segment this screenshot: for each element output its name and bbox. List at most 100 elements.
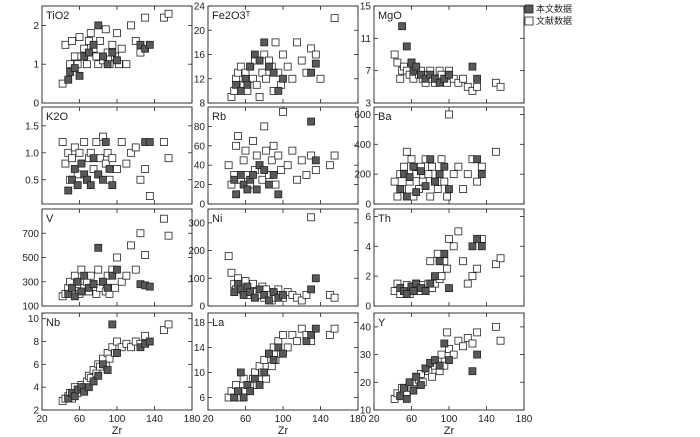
point-this-study	[402, 290, 411, 298]
x-tick-label: 180	[184, 414, 201, 425]
point-literature	[279, 331, 287, 339]
point-literature	[141, 13, 150, 22]
point-literature	[283, 343, 292, 352]
point-this-study	[440, 74, 449, 83]
panel-label: Rb	[212, 111, 226, 123]
panel-fe2o3: Fe2O3ᵀ 8 12 16 20 24	[194, 2, 359, 110]
point-this-study	[64, 186, 73, 195]
panel-label: Th	[378, 213, 391, 225]
y-tick-label: 40	[360, 322, 372, 333]
point-this-study	[440, 339, 449, 348]
point-this-study	[398, 22, 407, 31]
point-this-study	[94, 371, 103, 380]
point-literature	[316, 74, 325, 83]
point-literature	[402, 147, 411, 156]
point-this-study	[89, 154, 98, 163]
point-literature	[61, 159, 70, 168]
y-tick-label: 300	[188, 218, 205, 229]
point-literature	[96, 37, 105, 45]
point-this-study	[239, 393, 248, 402]
point-this-study	[103, 283, 112, 292]
point-this-study	[274, 190, 283, 199]
panel-ba: Ba 0 200 400 600	[354, 106, 525, 211]
point-this-study	[435, 170, 444, 179]
point-this-study	[416, 70, 425, 79]
point-this-study	[269, 170, 278, 179]
point-literature	[283, 161, 292, 170]
y-tick-label: 700	[22, 229, 39, 240]
point-this-study	[86, 181, 95, 190]
point-literature	[468, 86, 477, 95]
x-tick-label: 20	[202, 414, 214, 425]
point-this-study	[473, 74, 482, 83]
y-tick-label: 200	[354, 170, 371, 181]
point-literature	[249, 137, 257, 145]
point-this-study	[89, 40, 98, 49]
legend-label-this-study: 本文数据	[536, 3, 572, 14]
y-tick-label: 1	[33, 60, 39, 71]
point-literature	[113, 29, 121, 38]
point-literature	[113, 337, 121, 346]
point-this-study	[421, 364, 430, 373]
point-literature	[491, 322, 500, 331]
point-literature	[426, 192, 435, 201]
y-tick-label: 6	[365, 212, 371, 223]
y-tick-label: 60	[194, 141, 206, 152]
point-literature	[89, 165, 98, 173]
point-this-study	[250, 50, 259, 59]
point-literature	[111, 283, 120, 292]
point-this-study	[94, 21, 103, 30]
point-this-study	[230, 175, 239, 184]
point-this-study	[73, 277, 82, 286]
point-literature	[400, 162, 408, 171]
point-literature	[396, 74, 405, 83]
point-this-study	[145, 138, 154, 146]
point-literature	[428, 162, 437, 171]
point-this-study	[108, 271, 117, 280]
y-tick-label: 15	[360, 2, 372, 13]
point-literature	[122, 271, 131, 280]
point-literature	[407, 155, 416, 164]
point-this-study	[108, 181, 117, 190]
point-this-study	[260, 291, 269, 299]
point-this-study	[75, 71, 84, 80]
point-this-study	[402, 192, 411, 201]
point-literature	[491, 260, 500, 269]
panel-label: Ni	[212, 213, 222, 225]
point-literature	[433, 249, 442, 258]
point-this-study	[445, 185, 453, 193]
point-this-study	[274, 86, 283, 95]
point-literature	[440, 177, 449, 186]
point-literature	[86, 29, 95, 38]
point-literature	[491, 147, 500, 156]
point-this-study	[416, 167, 425, 176]
point-literature	[463, 334, 472, 342]
point-this-study	[440, 162, 449, 171]
panel-nb: Nb 2 4 6 8 10 20 60 100 140 180 Zr	[28, 312, 201, 437]
point-this-study	[234, 387, 242, 396]
point-literature	[108, 154, 117, 163]
point-this-study	[279, 291, 287, 299]
point-this-study	[145, 337, 154, 346]
point-this-study	[108, 320, 117, 329]
y-tick-label: 0.5	[25, 175, 39, 186]
point-literature	[330, 293, 339, 302]
point-this-study	[94, 243, 103, 252]
point-literature	[262, 146, 271, 155]
point-literature	[241, 146, 250, 155]
y-tick-label: 20	[194, 180, 206, 191]
point-literature	[437, 155, 446, 164]
legend-swatch-literature	[524, 16, 534, 26]
point-this-study	[80, 387, 89, 396]
point-this-study	[405, 173, 414, 182]
point-this-study	[113, 56, 121, 65]
panel-mgo: MgO 3 7 11 15	[360, 2, 525, 110]
y-tick-label: 6	[199, 393, 205, 404]
point-this-study	[468, 367, 477, 376]
point-literature	[113, 165, 121, 173]
point-literature	[426, 257, 435, 266]
point-literature	[325, 331, 334, 339]
point-this-study	[145, 40, 154, 49]
point-literature	[393, 58, 402, 67]
point-literature	[75, 33, 84, 41]
